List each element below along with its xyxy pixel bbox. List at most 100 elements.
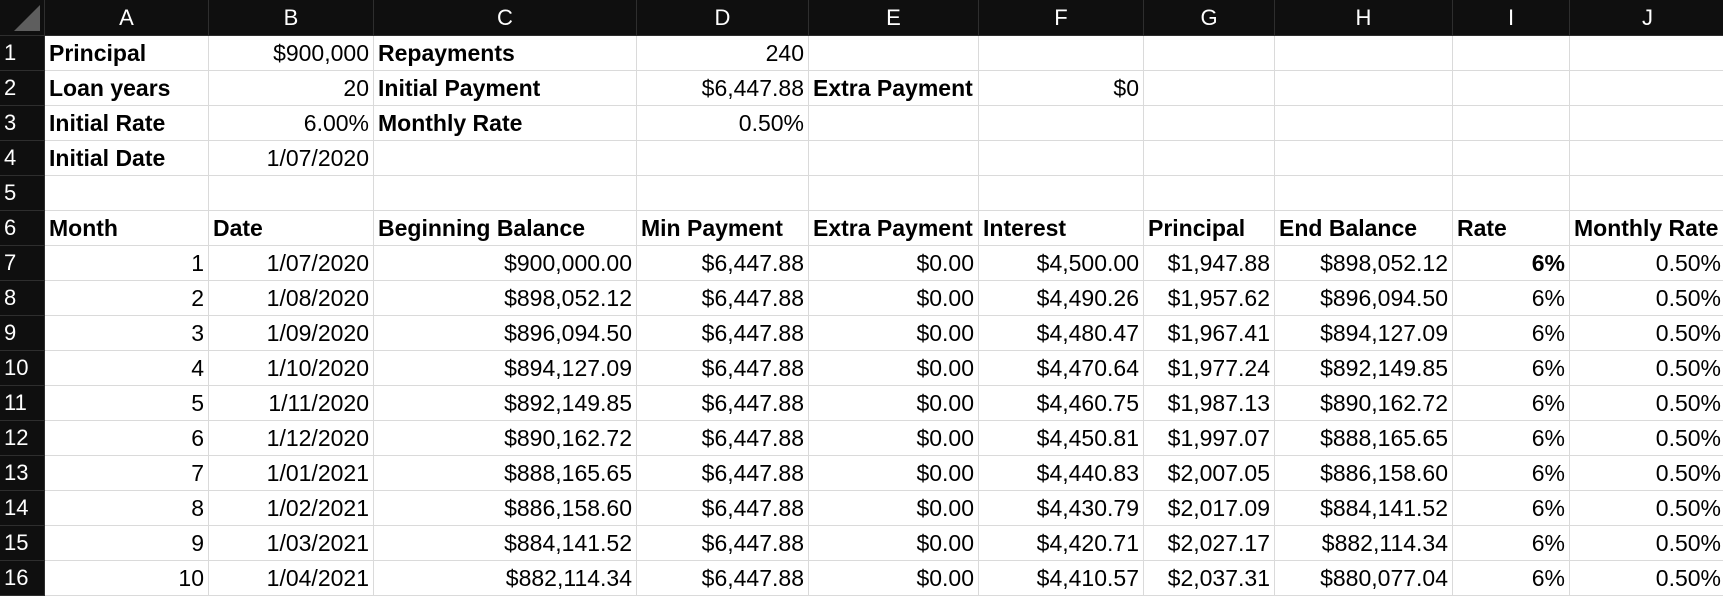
cell[interactable]: 0.50% (637, 106, 809, 141)
empty-cell[interactable] (374, 176, 637, 211)
empty-cell[interactable] (1275, 36, 1453, 71)
cell[interactable]: $888,165.65 (1275, 421, 1453, 456)
empty-cell[interactable] (1144, 176, 1275, 211)
cell[interactable]: $4,430.79 (979, 491, 1144, 526)
cell[interactable]: $1,987.13 (1144, 386, 1275, 421)
empty-cell[interactable] (1570, 176, 1723, 211)
cell[interactable]: Initial Rate (45, 106, 209, 141)
cell[interactable]: 6 (45, 421, 209, 456)
row-header[interactable]: 10 (0, 351, 45, 386)
cell[interactable]: $882,114.34 (374, 561, 637, 596)
empty-cell[interactable] (45, 176, 209, 211)
cell[interactable]: 1/10/2020 (209, 351, 374, 386)
column-header[interactable]: I (1453, 0, 1570, 36)
cell[interactable]: 6% (1453, 526, 1570, 561)
empty-cell[interactable] (979, 141, 1144, 176)
cell[interactable]: $1,997.07 (1144, 421, 1275, 456)
cell[interactable]: $890,162.72 (374, 421, 637, 456)
cell[interactable]: $884,141.52 (374, 526, 637, 561)
empty-cell[interactable] (1144, 106, 1275, 141)
cell[interactable]: $894,127.09 (374, 351, 637, 386)
row-header[interactable]: 9 (0, 316, 45, 351)
cell[interactable]: 2 (45, 281, 209, 316)
cell[interactable]: $0.00 (809, 386, 979, 421)
cell[interactable]: $2,027.17 (1144, 526, 1275, 561)
cell[interactable]: $886,158.60 (374, 491, 637, 526)
cell[interactable]: $886,158.60 (1275, 456, 1453, 491)
cell[interactable]: $900,000.00 (374, 246, 637, 281)
row-header[interactable]: 6 (0, 211, 45, 246)
cell[interactable]: $6,447.88 (637, 246, 809, 281)
empty-cell[interactable] (1570, 141, 1723, 176)
cell[interactable]: $898,052.12 (374, 281, 637, 316)
cell[interactable]: $892,149.85 (1275, 351, 1453, 386)
empty-cell[interactable] (209, 176, 374, 211)
cell[interactable]: $4,480.47 (979, 316, 1144, 351)
cell[interactable]: $6,447.88 (637, 351, 809, 386)
cell[interactable]: $882,114.34 (1275, 526, 1453, 561)
cell[interactable]: $896,094.50 (374, 316, 637, 351)
cell[interactable]: $6,447.88 (637, 526, 809, 561)
empty-cell[interactable] (1453, 106, 1570, 141)
cell[interactable]: 4 (45, 351, 209, 386)
cell[interactable]: 0.50% (1570, 561, 1723, 596)
cell[interactable]: $880,077.04 (1275, 561, 1453, 596)
cell[interactable]: Month (45, 211, 209, 246)
cell[interactable]: $894,127.09 (1275, 316, 1453, 351)
cell[interactable]: Extra Payment (809, 211, 979, 246)
empty-cell[interactable] (637, 141, 809, 176)
cell[interactable]: 0.50% (1570, 526, 1723, 561)
cell[interactable]: 20 (209, 71, 374, 106)
cell[interactable]: Monthly Rate (1570, 211, 1723, 246)
cell[interactable]: 1/02/2021 (209, 491, 374, 526)
cell[interactable]: $2,037.31 (1144, 561, 1275, 596)
cell[interactable]: 0.50% (1570, 421, 1723, 456)
cell[interactable]: 1/01/2021 (209, 456, 374, 491)
empty-cell[interactable] (1453, 176, 1570, 211)
cell[interactable]: $2,017.09 (1144, 491, 1275, 526)
cell[interactable]: Principal (1144, 211, 1275, 246)
column-header[interactable]: F (979, 0, 1144, 36)
cell[interactable]: $6,447.88 (637, 561, 809, 596)
cell[interactable]: $6,447.88 (637, 281, 809, 316)
cell[interactable]: 6% (1453, 351, 1570, 386)
empty-cell[interactable] (979, 106, 1144, 141)
cell[interactable]: 1 (45, 246, 209, 281)
cell[interactable]: 1/07/2020 (209, 141, 374, 176)
empty-cell[interactable] (637, 176, 809, 211)
cell[interactable]: 0.50% (1570, 281, 1723, 316)
cell[interactable]: $0.00 (809, 281, 979, 316)
cell[interactable]: $6,447.88 (637, 71, 809, 106)
cell[interactable]: $6,447.88 (637, 491, 809, 526)
cell[interactable]: Extra Payment (809, 71, 979, 106)
cell[interactable]: 6% (1453, 421, 1570, 456)
cell[interactable]: 6% (1453, 246, 1570, 281)
empty-cell[interactable] (979, 176, 1144, 211)
column-header[interactable]: C (374, 0, 637, 36)
row-header[interactable]: 12 (0, 421, 45, 456)
cell[interactable]: $6,447.88 (637, 421, 809, 456)
row-header[interactable]: 7 (0, 246, 45, 281)
cell[interactable]: 1/09/2020 (209, 316, 374, 351)
cell[interactable]: 0.50% (1570, 456, 1723, 491)
cell[interactable]: $0.00 (809, 526, 979, 561)
cell[interactable]: Initial Date (45, 141, 209, 176)
cell[interactable]: 6.00% (209, 106, 374, 141)
cell[interactable]: Date (209, 211, 374, 246)
cell[interactable]: 0.50% (1570, 246, 1723, 281)
cell[interactable]: 0.50% (1570, 351, 1723, 386)
empty-cell[interactable] (1275, 106, 1453, 141)
row-header[interactable]: 16 (0, 561, 45, 596)
cell[interactable]: $0.00 (809, 351, 979, 386)
cell[interactable]: $0.00 (809, 421, 979, 456)
cell[interactable]: $4,450.81 (979, 421, 1144, 456)
cell[interactable]: $1,977.24 (1144, 351, 1275, 386)
row-header[interactable]: 3 (0, 106, 45, 141)
cell[interactable]: Min Payment (637, 211, 809, 246)
cell[interactable]: 0.50% (1570, 316, 1723, 351)
empty-cell[interactable] (1144, 36, 1275, 71)
cell[interactable]: 240 (637, 36, 809, 71)
column-header[interactable]: E (809, 0, 979, 36)
row-header[interactable]: 4 (0, 141, 45, 176)
cell[interactable]: $4,440.83 (979, 456, 1144, 491)
